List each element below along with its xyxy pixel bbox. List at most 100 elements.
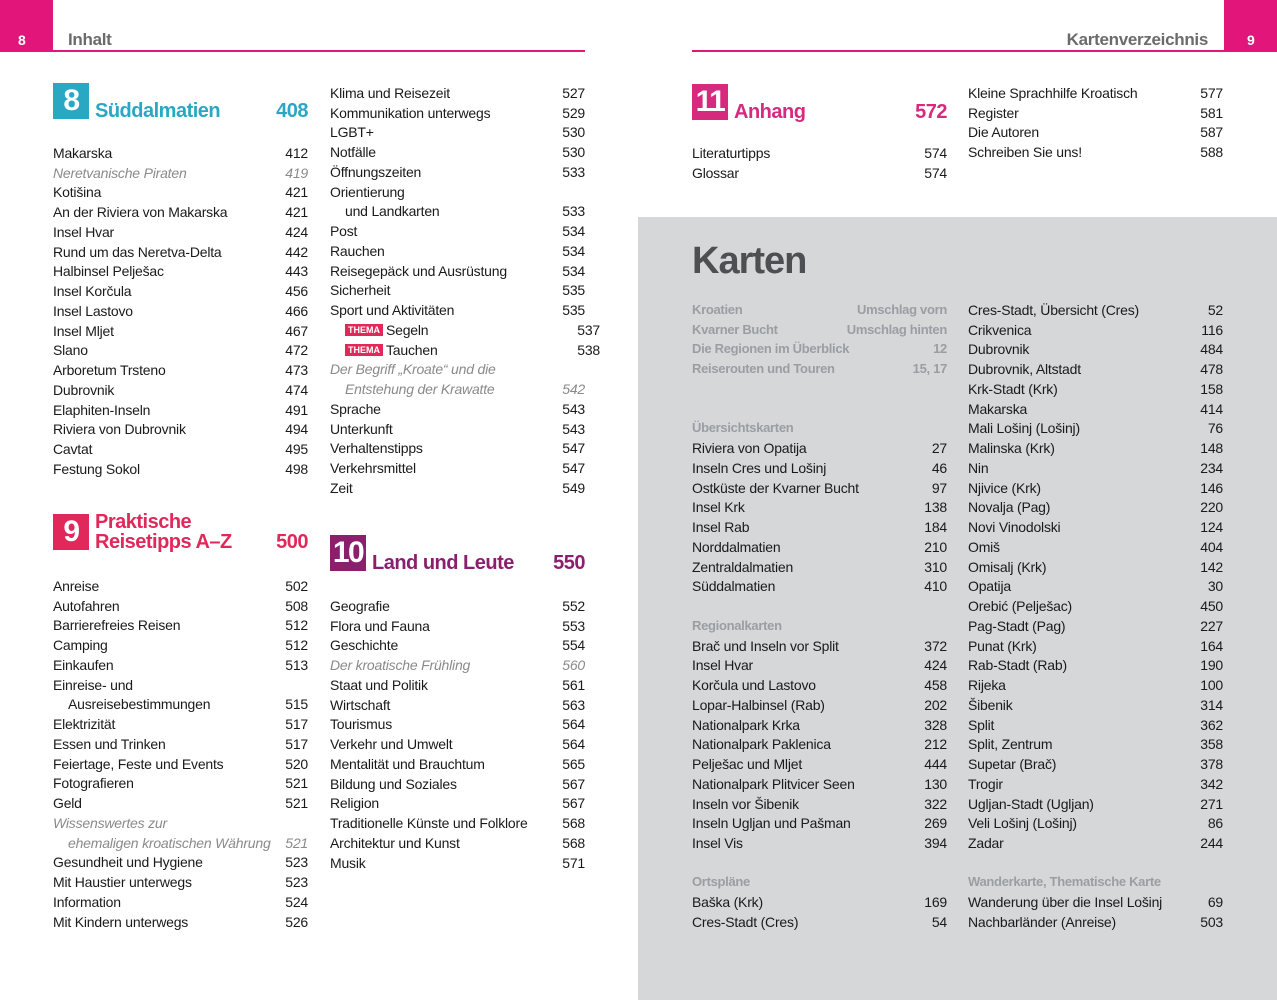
entry-title: Inseln Ugljan und Pašman (692, 815, 851, 832)
entry-title: Norddalmatien (692, 538, 781, 555)
entry-page: 130 (924, 775, 947, 792)
toc-line: Neretvanische Piraten 419 (53, 163, 308, 183)
entry-title: Musik (330, 854, 366, 871)
entry-page: 234 (1200, 459, 1223, 476)
entry-title: Der kroatische Frühling (330, 657, 471, 674)
maps-title: Karten (692, 240, 807, 282)
entry-title: Kommunikation unterwegs (330, 104, 491, 121)
entry-title: Novi Vinodolski (968, 519, 1061, 536)
toc-line: Kroatien Umschlag vorn (692, 300, 947, 320)
toc-line: Krk-Stadt (Krk) 158 (968, 379, 1223, 399)
entry-page: 526 (285, 913, 308, 930)
toc-line: Veli Lošinj (Lošinj) 86 (968, 813, 1223, 833)
toc-line: Halbinsel Pelješac 443 (53, 261, 308, 281)
entry-page: 52 (1207, 302, 1223, 318)
entry-page: 530 (562, 144, 585, 161)
toc-line: Insel Hvar 424 (53, 222, 308, 242)
entry-page: 410 (924, 578, 947, 595)
entry-page: 444 (924, 756, 947, 773)
entry-title: Slano (53, 342, 88, 359)
toc-line: Unterkunft 543 (330, 419, 585, 439)
entry-title: Sport und Aktivitäten (330, 302, 455, 319)
toc-line: Split, Zentrum 358 (968, 734, 1223, 754)
entry-page: 362 (1200, 716, 1223, 733)
entry-title: Nationalpark Krka (692, 716, 800, 733)
entry-title: Omiš (968, 538, 1000, 555)
toc-line: Zadar 244 (968, 833, 1223, 853)
entry-title: Kroatien (692, 302, 743, 317)
toc-line: Verkehrsmittel 547 (330, 458, 585, 478)
entry-page: 538 (577, 341, 600, 358)
entry-title: Insel Korčula (53, 283, 132, 300)
entry-title: Makarska (968, 400, 1028, 417)
toc-line: Süddalmatien 410 (692, 576, 947, 596)
entry-title: Orientierung (330, 183, 405, 200)
entry-title: Nationalpark Plitvicer Seen (692, 775, 855, 792)
entry-title: Rijeka (968, 677, 1006, 694)
toc-line: und Landkarten 533 (330, 201, 585, 221)
entry-page: 100 (1200, 677, 1223, 694)
entry-title: Neretvanische Piraten (53, 164, 187, 181)
entry-title: Insel Lastovo (53, 302, 133, 319)
entry-title: Njivice (Krk) (968, 479, 1041, 496)
entry-page: 116 (1201, 321, 1223, 338)
toc-line: Öffnungszeiten 533 (330, 162, 585, 182)
entry-page: 210 (924, 538, 947, 555)
entry-page: 342 (1200, 775, 1223, 792)
toc-line: Reisegepäck und Ausrüstung 534 (330, 261, 585, 281)
entry-title: Register (968, 104, 1019, 121)
toc-line: Novalja (Pag) 220 (968, 497, 1223, 517)
entry-title: Riviera von Opatija (692, 440, 807, 457)
entry-page: 86 (1207, 815, 1223, 832)
toc-line: Dubrovnik 474 (53, 380, 308, 400)
entry-page: 27 (931, 440, 947, 457)
entry-page: 574 (924, 145, 947, 161)
toc-line: Elektrizität 517 (53, 714, 308, 734)
entry-title: Gesundheit und Hygiene (53, 854, 203, 871)
page-number: 8 (18, 32, 26, 48)
page-header: Inhalt (68, 30, 112, 49)
entry-title: Pag-Stadt (Pag) (968, 617, 1066, 634)
entry-page: 564 (562, 736, 585, 753)
toc-line: Split 362 (968, 715, 1223, 735)
entry-page: 227 (1200, 617, 1223, 634)
entry-page: 547 (562, 440, 585, 457)
entry-title: Wissenswertes zur (53, 814, 167, 831)
entry-title: LGBT+ (330, 124, 374, 141)
toc-line: Tourismus 564 (330, 714, 585, 734)
header-rule (692, 50, 1224, 52)
entry-page: 76 (1207, 420, 1223, 437)
entry-title: Nachbarländer (Anreise) (968, 913, 1116, 930)
entry-title: Festung Sokol (53, 460, 140, 477)
entry-page: 523 (285, 874, 308, 891)
entry-page: 523 (285, 854, 308, 871)
entry-page: 512 (285, 617, 308, 634)
chapter-page: 500 (276, 531, 308, 553)
entry-title: Insel Hvar (692, 657, 754, 674)
toc-line: Mit Kindern unterwegs 526 (53, 912, 308, 932)
entry-page: 164 (1200, 637, 1223, 654)
chapter-number: 11 (692, 84, 728, 120)
toc-line: Übersichtskarten (692, 418, 947, 438)
entry-page: 220 (1200, 499, 1223, 516)
entry-title: Die Regionen im Überblick (692, 341, 850, 357)
entry-page: 552 (562, 598, 585, 614)
entry-title: Cres-Stadt (Cres) (692, 913, 799, 930)
entry-title: und Landkarten (345, 203, 440, 220)
entry-title: Insel Krk (692, 499, 745, 516)
toc-line: Riviera von Dubrovnik 494 (53, 419, 308, 439)
toc-line: Regionalkarten (692, 616, 947, 636)
entry-title: Elektrizität (53, 716, 116, 733)
toc-line: Rijeka 100 (968, 675, 1223, 695)
chapter-number: 8 (53, 83, 89, 119)
toc-line: Wanderkarte, Thematische Karte (968, 872, 1223, 892)
toc-line: Dubrovnik 484 (968, 339, 1223, 359)
entry-page: 534 (562, 223, 585, 240)
toc-line: Makarska 412 (53, 143, 308, 163)
entry-title: Glossar (692, 164, 739, 181)
toc-line: Schreiben Sie uns! 588 (968, 142, 1223, 162)
entry-page: 450 (1200, 598, 1223, 615)
entry-page: 521 (285, 775, 308, 792)
toc-line: Kotišina 421 (53, 182, 308, 202)
